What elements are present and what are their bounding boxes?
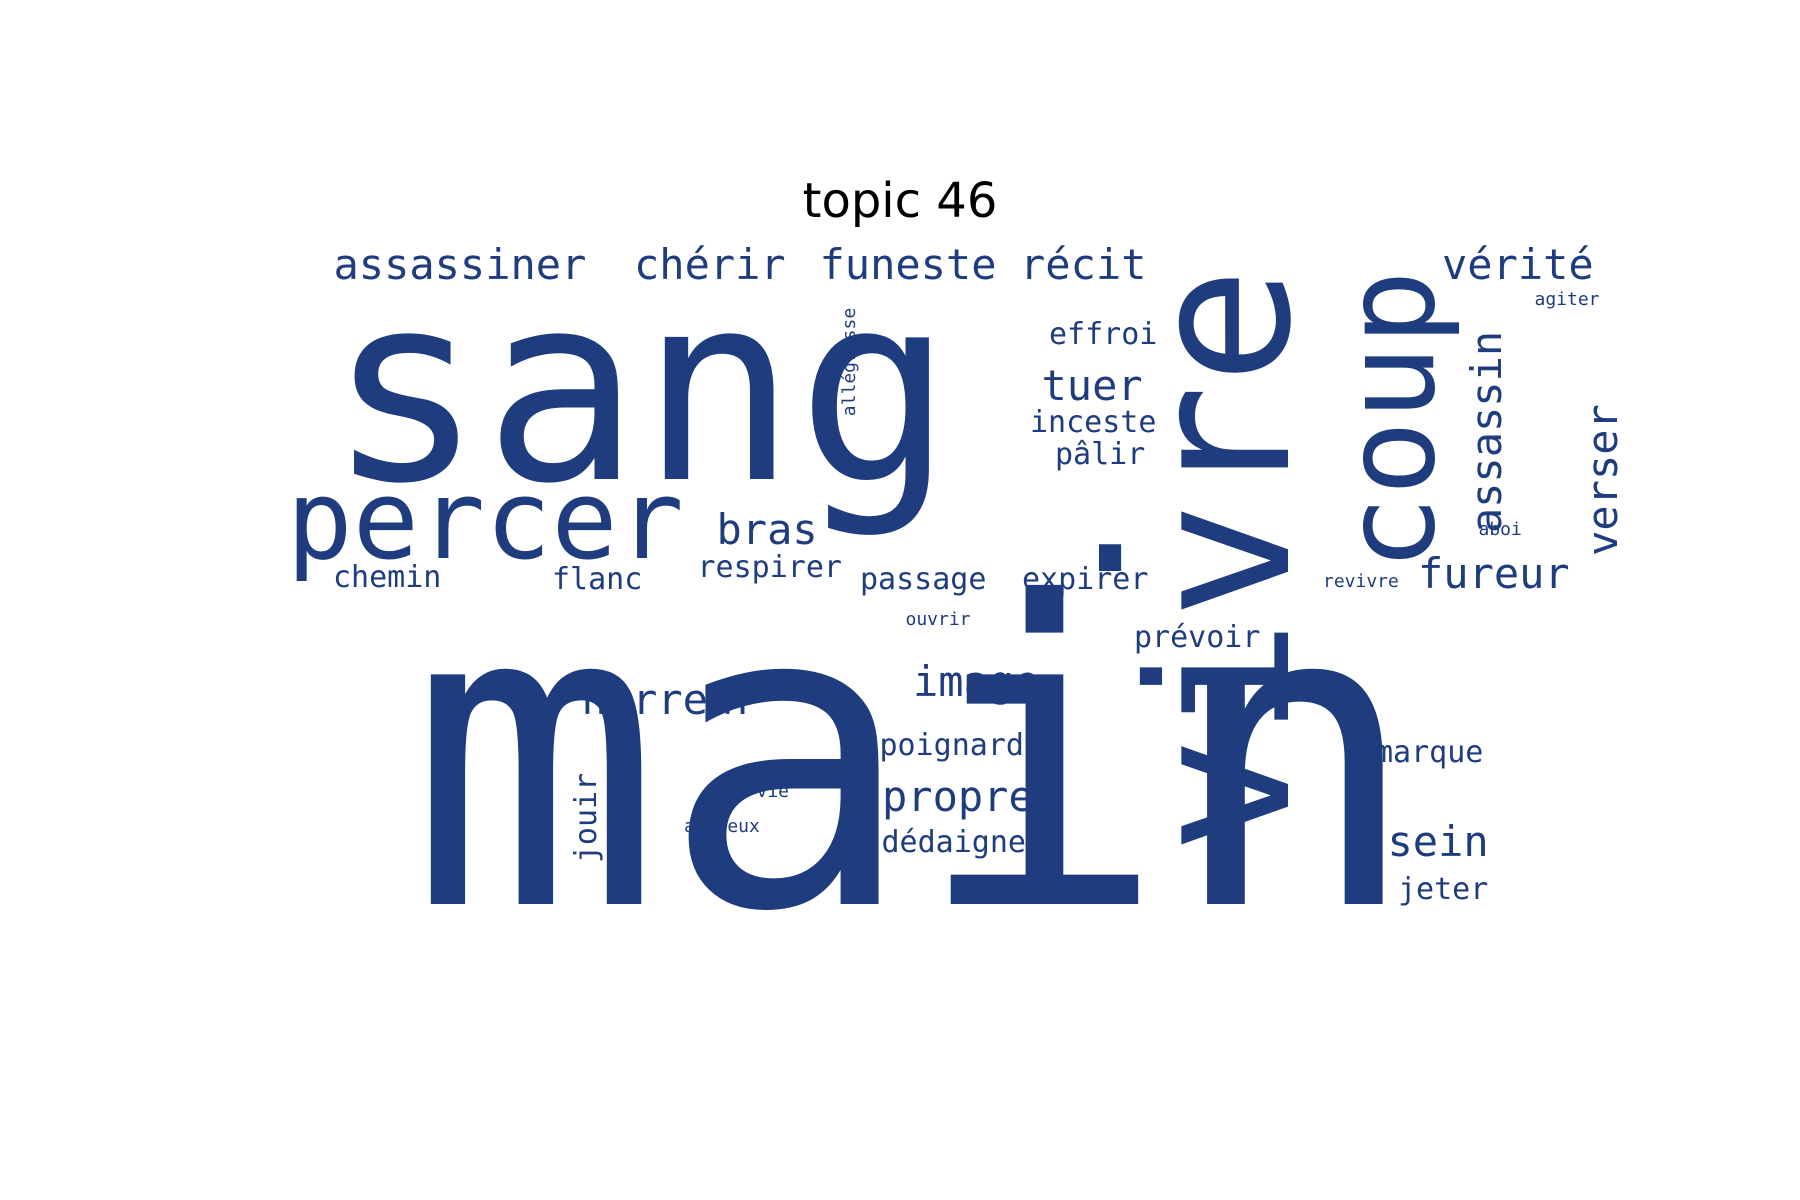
word-cherir: chérir	[634, 240, 786, 289]
word-agiter: agiter	[1534, 289, 1600, 310]
word-assassiner: assassiner	[333, 240, 587, 289]
word-respirer: respirer	[697, 550, 843, 585]
word-palir: pâlir	[1055, 437, 1146, 472]
word-sang: sang	[327, 239, 954, 541]
word-dedaigner: dédaigner	[881, 825, 1045, 860]
figure-title: topic 46	[802, 173, 998, 229]
word-flanc: flanc	[552, 562, 643, 597]
word-propre: propre	[882, 772, 1034, 821]
word-chemin: chemin	[333, 560, 442, 595]
word-affreux: affreux	[684, 816, 760, 837]
word-percer: percer	[286, 456, 684, 584]
word-sein: sein	[1387, 817, 1489, 866]
word-recit: récit	[1020, 240, 1147, 289]
word-period: .	[1056, 405, 1165, 614]
word-effroi: effroi	[1049, 317, 1158, 352]
word-inceste: inceste	[1030, 405, 1157, 440]
word-funeste: funeste	[819, 240, 997, 289]
word-vivre: vivre	[1106, 266, 1334, 854]
word-ouvrir: ouvrir	[905, 609, 971, 630]
word-fureur: fureur	[1418, 549, 1570, 598]
word-prevoir: prévoir	[1134, 620, 1261, 655]
word-passage: passage	[860, 562, 987, 597]
word-horreur: horreur	[581, 675, 759, 724]
word-expirer: expirer	[1022, 562, 1149, 597]
word-coup: coup	[1317, 269, 1463, 571]
word-image: image	[913, 657, 1040, 706]
word-jouir: jouir	[569, 772, 605, 864]
word-tuer: tuer	[1041, 361, 1143, 410]
word-aboi: aboi	[1478, 519, 1522, 540]
word-revivre: revivre	[1323, 571, 1399, 592]
word-verite: vérité	[1442, 240, 1594, 289]
word-jeter: jeter	[1398, 872, 1489, 907]
word-bras: bras	[716, 505, 818, 554]
word-allegresse: allégresse	[839, 307, 861, 417]
word-assassin: assassin	[1462, 330, 1512, 534]
word-marque: marque	[1375, 735, 1484, 770]
word-verser: verser	[1577, 404, 1627, 556]
word-main: main	[408, 515, 1420, 1004]
word-vie: vie	[756, 781, 790, 802]
word-poignard: poignard	[879, 728, 1025, 763]
